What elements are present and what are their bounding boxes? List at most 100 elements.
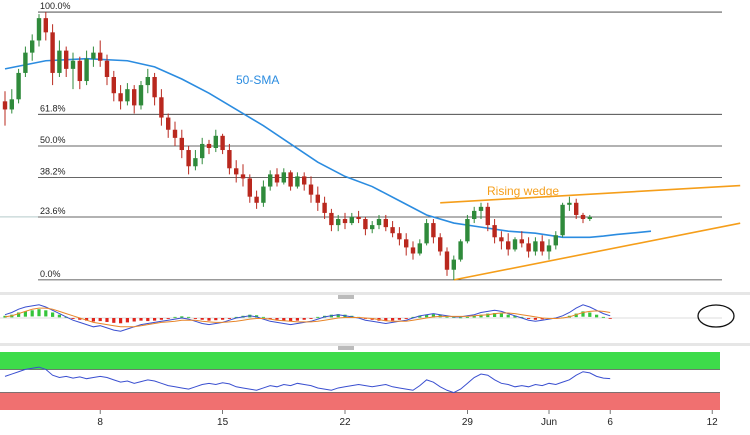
resize-handle-icon[interactable] xyxy=(338,295,354,299)
candle-body xyxy=(172,129,178,138)
candle-body xyxy=(16,72,21,100)
candle-body xyxy=(376,219,382,226)
macd-signal-line xyxy=(4,307,611,328)
sma-label: 50-SMA xyxy=(236,73,279,87)
x-tick-label: 15 xyxy=(217,417,229,428)
macd-histogram-bar xyxy=(336,314,340,318)
candle-body xyxy=(23,52,28,73)
candle-body xyxy=(254,196,259,203)
candle-body xyxy=(213,135,218,148)
candle-body xyxy=(295,176,300,187)
candle-body xyxy=(98,52,103,61)
candle-body xyxy=(492,225,497,238)
candle-body xyxy=(111,76,116,94)
candle-body xyxy=(519,239,524,244)
macd-histogram-bar xyxy=(275,318,279,320)
macd-histogram-bar xyxy=(540,318,544,320)
macd-histogram-bar xyxy=(173,316,177,318)
candle-body xyxy=(349,216,354,224)
macd-histogram-bar xyxy=(98,318,102,322)
annotation-layer: 50-SMA Rising wedge xyxy=(236,73,559,198)
candle-body xyxy=(451,259,456,270)
macd-histogram-bar xyxy=(153,318,157,321)
candle-body xyxy=(91,52,96,59)
pane-divider-2[interactable] xyxy=(0,343,750,346)
candle-body xyxy=(533,241,538,252)
candle-body xyxy=(206,143,212,148)
candle-body xyxy=(444,251,450,270)
macd-histogram-bar xyxy=(166,318,170,319)
highlight-circle xyxy=(697,304,735,328)
candle-body xyxy=(458,241,463,260)
macd-histogram-bar xyxy=(513,315,517,318)
candle-body xyxy=(526,243,531,252)
candle-body xyxy=(356,216,361,220)
candle-body xyxy=(485,206,490,226)
candle-body xyxy=(438,237,443,252)
candle-body xyxy=(179,137,184,151)
macd-histogram-bar xyxy=(493,313,497,318)
candle-body xyxy=(322,202,327,213)
candle-body xyxy=(288,172,293,187)
pane-divider-1[interactable] xyxy=(0,292,750,295)
candle-body xyxy=(64,50,69,69)
candle-body xyxy=(281,172,286,183)
macd-histogram-bar xyxy=(533,318,537,320)
candle-body xyxy=(2,101,8,110)
macd-histogram-bar xyxy=(268,318,272,319)
candle-body xyxy=(553,235,558,246)
macd-histogram-bar xyxy=(479,314,483,318)
rsi-oversold-zone xyxy=(0,392,720,410)
fib-level-label: 38.2% xyxy=(40,167,66,177)
candle-body xyxy=(57,50,62,73)
candle-body xyxy=(220,135,225,151)
fib-level-label: 50.0% xyxy=(40,135,66,145)
candle-body xyxy=(70,60,76,69)
candle-body xyxy=(104,60,110,77)
macd-histogram-bar xyxy=(78,318,82,320)
candle-body xyxy=(200,143,205,159)
candle-body xyxy=(302,176,307,185)
macd-histogram-bar xyxy=(595,314,599,318)
macd-histogram-bar xyxy=(85,318,89,321)
macd-histogram-bar xyxy=(159,318,163,320)
rsi-pane xyxy=(0,352,720,410)
candle-body xyxy=(478,206,484,211)
resize-handle-icon[interactable] xyxy=(338,346,354,350)
candle-body xyxy=(472,210,477,220)
x-tick-label: 8 xyxy=(97,417,103,428)
candle-body xyxy=(227,150,232,169)
macd-histogram-bar xyxy=(404,318,408,319)
macd-histogram-bar xyxy=(180,316,184,318)
candle-body xyxy=(587,216,592,220)
macd-histogram-bar xyxy=(472,315,476,318)
macd-pane xyxy=(0,304,735,332)
macd-histogram-bar xyxy=(499,313,503,318)
x-tick-label: 6 xyxy=(607,417,613,428)
macd-histogram-bar xyxy=(581,311,585,317)
candle-body xyxy=(247,178,252,197)
macd-histogram-bar xyxy=(30,310,34,317)
macd-histogram-bar xyxy=(397,318,401,320)
wedge-layer xyxy=(440,184,741,281)
macd-histogram-bar xyxy=(91,318,95,322)
candle-body xyxy=(397,233,402,240)
candle-body xyxy=(512,239,518,250)
macd-histogram-bar xyxy=(17,312,21,317)
macd-histogram-bar xyxy=(261,316,265,318)
candles-layer xyxy=(2,12,592,280)
macd-histogram-bar xyxy=(289,318,293,322)
candle-body xyxy=(404,239,409,248)
candle-body xyxy=(410,247,416,254)
macd-histogram-bar xyxy=(418,315,422,318)
macd-histogram-bar xyxy=(37,309,41,317)
candle-body xyxy=(50,32,55,73)
fib-level-label: 23.6% xyxy=(40,206,66,216)
candle-body xyxy=(431,223,436,238)
candle-body xyxy=(308,184,314,195)
macd-histogram-bar xyxy=(465,316,469,318)
candle-body xyxy=(132,89,137,106)
candle-body xyxy=(580,214,586,220)
